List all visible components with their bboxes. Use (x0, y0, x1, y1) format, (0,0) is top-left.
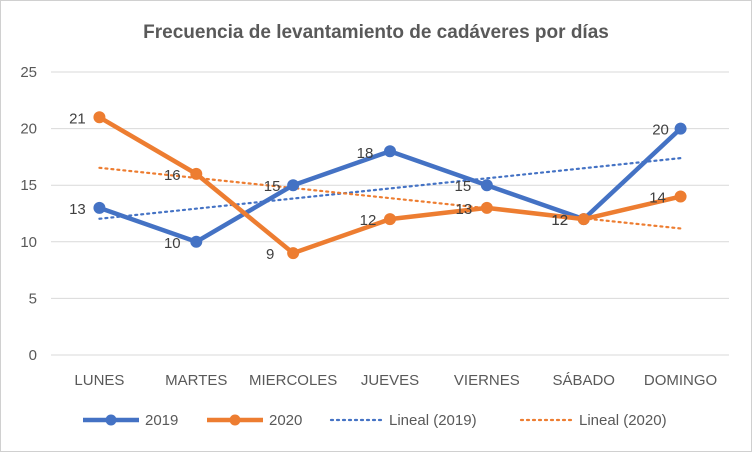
data-point-2020 (287, 247, 300, 260)
data-point-2020 (480, 201, 493, 214)
legend-label: 2019 (145, 412, 178, 429)
grid-layer (51, 71, 729, 356)
data-label-2019: 20 (652, 122, 669, 139)
x-axis: LUNES MARTES MIERCOLES JUEVES VIERNES SÁBADO D… (74, 372, 717, 389)
data-label-2020: 21 (69, 110, 86, 127)
legend-label: 2020 (269, 412, 302, 429)
data-point-2019 (384, 145, 396, 158)
data-label-2019: 18 (357, 145, 374, 162)
x-tick-label: VIERNES (454, 372, 520, 389)
data-point-2020 (384, 213, 396, 226)
x-tick-label: DOMINGO (644, 372, 717, 389)
y-axis: 0 5 10 15 20 25 (20, 64, 37, 364)
y-tick-label: 15 (20, 177, 37, 194)
y-tick-label: 0 (29, 347, 37, 364)
x-tick-label: SÁBADO (552, 372, 615, 389)
data-label-2020: 13 (456, 201, 473, 218)
legend: 2019 2020 Lineal (2019) Lineal (2020) (83, 412, 667, 429)
series-lines (93, 111, 687, 260)
data-point-2019 (674, 122, 687, 135)
data-label-2019: 15 (455, 178, 472, 195)
legend-label: Lineal (2020) (579, 412, 667, 429)
data-label-2020: 12 (360, 212, 377, 229)
data-label-2019: 10 (164, 235, 181, 252)
y-tick-label: 5 (29, 290, 37, 307)
x-tick-label: LUNES (74, 372, 124, 389)
data-label-2020: 9 (266, 246, 274, 263)
x-tick-label: MARTES (165, 372, 227, 389)
y-tick-label: 20 (20, 121, 37, 138)
trendline-2019 (98, 157, 682, 220)
data-point-2019 (287, 179, 300, 192)
legend-marker-2020 (229, 414, 241, 426)
chart-title: Frecuencia de levantamiento de cadáveres… (143, 22, 609, 43)
data-point-2020 (577, 213, 590, 226)
y-tick-label: 25 (20, 64, 37, 81)
legend-marker-2019 (105, 414, 117, 426)
data-label-2019: 12 (551, 212, 568, 229)
data-label-2020: 16 (164, 167, 181, 184)
data-point-2020 (674, 190, 687, 203)
y-tick-label: 10 (20, 234, 37, 251)
x-tick-label: JUEVES (361, 372, 419, 389)
x-tick-label: MIERCOLES (249, 372, 337, 389)
data-label-2019: 15 (264, 178, 281, 195)
data-label-2020: 12 (551, 212, 568, 229)
data-point-2020 (93, 111, 106, 124)
data-point-2019 (480, 179, 493, 192)
data-point-2020 (190, 167, 203, 180)
data-label-2020: 14 (649, 190, 666, 207)
data-label-2019: 13 (69, 201, 86, 218)
legend-label: Lineal (2019) (389, 412, 477, 429)
data-point-2019 (93, 201, 106, 214)
data-point-2019 (190, 235, 203, 248)
